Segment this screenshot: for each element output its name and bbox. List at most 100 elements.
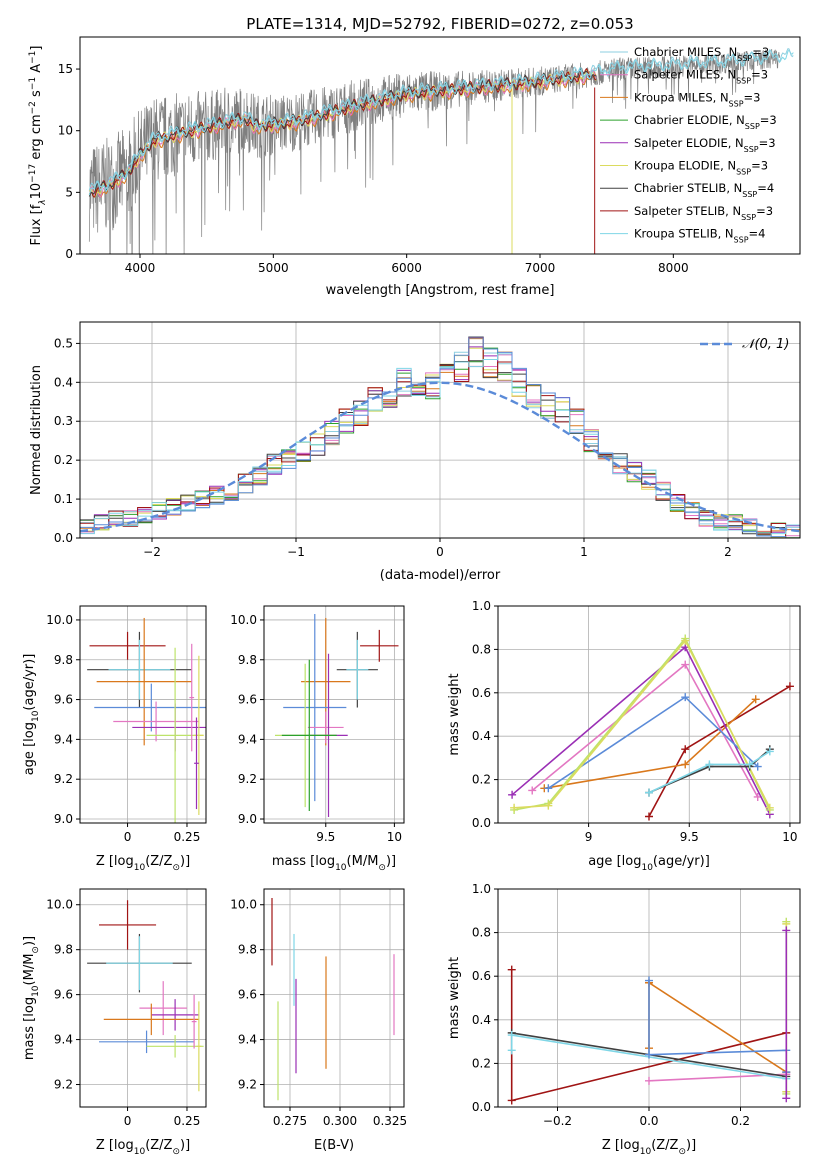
spectrum-legend: Chabrier MILES, NSSP=3 Salpeter MILES, NS… bbox=[600, 45, 777, 244]
residuals-legend: 𝒩(0, 1) bbox=[700, 337, 789, 352]
y-tick-label: 9.0 bbox=[54, 812, 73, 826]
x-tick-label: −0.2 bbox=[543, 1114, 572, 1128]
histogram-blue_model bbox=[80, 337, 800, 538]
weight-vs-z-x-label: Z [log10(Z/Z⊙)] bbox=[602, 1138, 696, 1157]
x-tick-label: 0.300 bbox=[323, 1114, 357, 1128]
y-tick-label: 9.2 bbox=[238, 1078, 257, 1092]
weight-vs-z-frame bbox=[497, 888, 801, 1108]
y-tick-label: 0.0 bbox=[472, 1100, 491, 1114]
residuals-axes: −2 −1 0 1 2 0.0 0.1 0.2 0.3 0.4 0.5 bbox=[54, 322, 800, 559]
y-tick-label: 9.6 bbox=[54, 988, 73, 1002]
y-tick-label: 9.8 bbox=[238, 653, 257, 667]
weight-marker bbox=[507, 1096, 516, 1105]
weight-series-lime_model bbox=[513, 637, 771, 811]
weight-marker bbox=[681, 660, 690, 669]
y-tick-label: 10.0 bbox=[46, 613, 73, 627]
x-tick-label: 0.2 bbox=[731, 1114, 750, 1128]
weight-marker bbox=[510, 803, 519, 812]
x-tick-label: 0 bbox=[124, 1114, 132, 1128]
x-tick-label: 5000 bbox=[258, 261, 289, 275]
legend-label: Kroupa MILES, NSSP=3 bbox=[634, 90, 760, 108]
x-tick-label: −2 bbox=[143, 545, 161, 559]
weight-marker bbox=[645, 1050, 653, 1059]
y-tick-label: 10 bbox=[58, 124, 73, 138]
spectrum-axes: 4000 5000 6000 7000 8000 0 5 10 15 bbox=[58, 62, 689, 275]
weight-vs-age-x-label: age [log10(age/yr)] bbox=[588, 854, 710, 873]
legend-label: Salpeter MILES, NSSP=3 bbox=[634, 68, 768, 86]
weight-marker bbox=[705, 760, 714, 769]
spectrum-frame bbox=[79, 36, 801, 255]
weight-vs-z-plot bbox=[507, 917, 791, 1105]
weight-series-kroupa_miles bbox=[544, 698, 757, 790]
weight-marker bbox=[645, 812, 653, 821]
weight-vs-age-frame bbox=[497, 605, 801, 824]
y-tick-label: 0.0 bbox=[54, 531, 73, 545]
legend-label: 𝒩(0, 1) bbox=[742, 337, 789, 352]
x-tick-label: 9.5 bbox=[316, 830, 335, 844]
legend-label: Kroupa STELIB, NSSP=4 bbox=[634, 227, 765, 245]
mass-vs-z-axes: 0 0.25 9.2 9.4 9.6 9.8 10.0 bbox=[46, 889, 206, 1128]
y-tick-label: 10.0 bbox=[230, 898, 257, 912]
y-tick-label: 15 bbox=[58, 62, 73, 76]
x-tick-label: 1 bbox=[580, 545, 588, 559]
age-vs-z-frame bbox=[79, 605, 207, 824]
x-tick-label: 0 bbox=[124, 830, 132, 844]
histogram-kroupa_stelib bbox=[80, 353, 800, 537]
age-vs-z-x-label: Z [log10(Z/Z⊙)] bbox=[96, 854, 190, 873]
x-tick-label: 10 bbox=[387, 830, 402, 844]
y-tick-label: 0.2 bbox=[472, 1056, 491, 1070]
weight-marker bbox=[508, 790, 517, 799]
age-vs-z-axes: 0 0.25 9.0 9.2 9.4 9.6 9.8 10.0 bbox=[46, 606, 206, 844]
y-tick-label: 9.2 bbox=[238, 772, 257, 786]
y-tick-label: 9.6 bbox=[238, 693, 257, 707]
weight-series-kroupa_stelib bbox=[648, 750, 771, 794]
weight-vs-age-plot bbox=[508, 634, 794, 821]
weight-marker bbox=[681, 693, 690, 702]
age-vs-mass-x-label: mass [log10(M/M⊙)] bbox=[272, 854, 396, 873]
weight-marker bbox=[765, 803, 774, 812]
x-tick-label: 0 bbox=[436, 545, 444, 559]
x-tick-label: 9.5 bbox=[680, 830, 699, 844]
y-tick-label: 9.8 bbox=[54, 653, 73, 667]
y-tick-label: 0.6 bbox=[472, 969, 491, 983]
y-tick-label: 10.0 bbox=[46, 898, 73, 912]
weight-vs-age-y-label: mass weight bbox=[447, 673, 462, 755]
weight-marker bbox=[681, 760, 690, 769]
y-tick-label: 9.4 bbox=[238, 1033, 257, 1047]
y-tick-label: 5 bbox=[65, 185, 73, 199]
age-vs-mass-frame bbox=[263, 605, 405, 824]
weight-marker bbox=[645, 788, 653, 797]
residuals-x-label: (data-model)/error bbox=[380, 568, 501, 583]
weight-vs-z-y-label: mass weight bbox=[447, 957, 462, 1039]
x-tick-label: 7000 bbox=[525, 261, 556, 275]
y-tick-label: 9.4 bbox=[238, 732, 257, 746]
legend-label: Kroupa ELODIE, NSSP=3 bbox=[634, 159, 768, 177]
y-tick-label: 0.4 bbox=[472, 729, 491, 743]
weight-marker bbox=[528, 786, 537, 795]
y-tick-label: 0.2 bbox=[472, 773, 491, 787]
model-spectrum-kroupa_elodie bbox=[88, 69, 597, 199]
weight-series-kroupa_elodie bbox=[514, 639, 771, 809]
x-tick-label: 10 bbox=[782, 830, 797, 844]
x-tick-label: 9 bbox=[585, 830, 593, 844]
weight-marker bbox=[745, 760, 754, 769]
weight-marker bbox=[645, 1076, 653, 1085]
y-tick-label: 0.8 bbox=[472, 926, 491, 940]
mass-vs-z-plot bbox=[87, 900, 204, 1092]
residuals-y-label: Normed distribution bbox=[29, 365, 44, 495]
weight-marker bbox=[681, 636, 690, 645]
weight-vs-z-axes: −0.2 0.0 0.2 0.0 0.2 0.4 0.6 0.8 1.0 bbox=[472, 882, 800, 1128]
mass-vs-z-x-label: Z [log10(Z/Z⊙)] bbox=[96, 1138, 190, 1157]
legend-label: Chabrier ELODIE, NSSP=3 bbox=[634, 113, 777, 131]
weight-marker bbox=[782, 1094, 791, 1103]
spectrum-y-label: Flux [fλ10−17 erg cm−2 s−1 A−1] bbox=[28, 46, 48, 246]
model-spectrum-kroupa_stelib bbox=[88, 49, 794, 196]
gaussian-curve bbox=[80, 381, 800, 533]
x-tick-label: 0.25 bbox=[174, 1114, 201, 1128]
age-vs-z-y-label: age [log10(age/yr)] bbox=[22, 654, 41, 776]
y-tick-label: 9.8 bbox=[54, 943, 73, 957]
y-tick-label: 9.8 bbox=[238, 943, 257, 957]
y-tick-label: 0.4 bbox=[54, 375, 73, 389]
y-tick-label: 0.0 bbox=[472, 816, 491, 830]
